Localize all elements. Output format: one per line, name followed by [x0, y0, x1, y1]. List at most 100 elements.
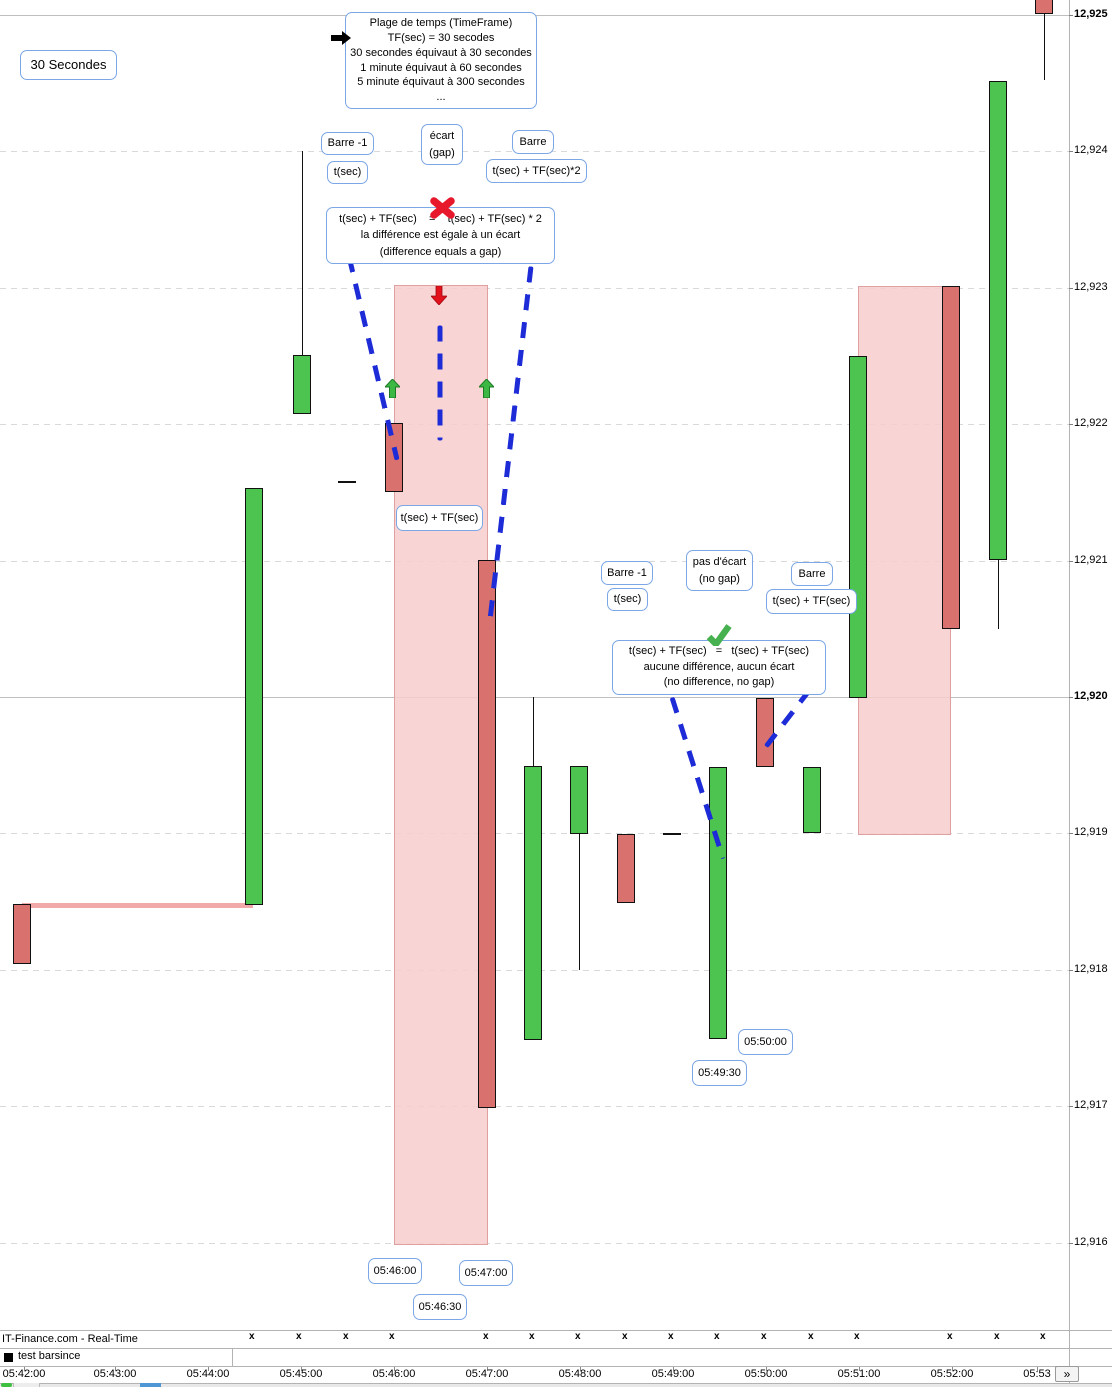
- time-axis-top-line: [0, 1366, 1112, 1367]
- gap-highlight-band: [394, 285, 488, 1245]
- ecart-gap[interactable]: écart (gap): [421, 124, 463, 165]
- time-axis-label[interactable]: 05:48:00: [558, 1368, 602, 1380]
- price-axis-label[interactable]: 12,921: [1074, 554, 1108, 566]
- tsec-right-text: t(sec): [613, 593, 642, 605]
- watermark: IT-Finance.com - Real-Time: [2, 1333, 138, 1345]
- time-axis-label[interactable]: 05:50:00: [744, 1368, 788, 1380]
- price-axis-label[interactable]: 12,923: [1074, 281, 1108, 293]
- time-box-054930[interactable]: 05:49:30: [692, 1060, 747, 1086]
- green-check-icon[interactable]: [706, 624, 732, 649]
- time-axis-label[interactable]: 05:53: [1023, 1368, 1051, 1380]
- candle-green: [803, 767, 821, 833]
- dashed-pointer-line[interactable]: [486, 265, 534, 629]
- candle-green: [293, 355, 311, 414]
- indicator-x-mark: x: [761, 1331, 767, 1342]
- barre-left[interactable]: Barre: [512, 130, 554, 154]
- time-axis-tick: [301, 1367, 302, 1371]
- gap-explain[interactable]: t(sec) + TF(sec) = t(sec) + TF(sec) * 2 l…: [326, 207, 555, 264]
- price-axis-label[interactable]: 12,919: [1074, 826, 1108, 838]
- price-gridline-12,923: [0, 288, 1069, 289]
- time-axis-label[interactable]: 05:47:00: [465, 1368, 509, 1380]
- price-axis-label[interactable]: 12,925: [1074, 8, 1108, 20]
- pas-decart-text: (no gap): [699, 572, 740, 585]
- timeframe-selector[interactable]: 30 Secondes: [20, 50, 117, 80]
- tsec-tf2[interactable]: t(sec) + TF(sec)*2: [486, 159, 587, 183]
- indicator-x-mark: x: [622, 1331, 628, 1342]
- time-axis-label[interactable]: 05:49:00: [651, 1368, 695, 1380]
- price-axis-tick: [1069, 970, 1073, 971]
- gap-highlight-band: [858, 286, 951, 835]
- price-axis-label[interactable]: 12,916: [1074, 1236, 1108, 1248]
- tsec-tf-mid[interactable]: t(sec) + TF(sec): [396, 505, 483, 531]
- pas-decart-text: pas d'écart: [692, 556, 747, 568]
- indicator-x-mark: x: [714, 1331, 720, 1342]
- dashed-pointer-line[interactable]: [346, 255, 400, 460]
- pas-decart[interactable]: pas d'écart (no gap): [686, 550, 753, 591]
- price-gridline-12,916: [0, 1243, 1069, 1244]
- price-axis-tick: [1069, 151, 1073, 152]
- timeframe-note[interactable]: Plage de temps (TimeFrame) TF(sec) = 30 s…: [345, 12, 537, 109]
- up-arrow-icon[interactable]: [477, 378, 496, 399]
- right-arrow-icon[interactable]: [331, 31, 351, 45]
- candle-green: [989, 81, 1007, 560]
- time-axis-label[interactable]: 05:52:00: [930, 1368, 974, 1380]
- time-box-054630[interactable]: 05:46:30: [413, 1294, 467, 1320]
- time-axis-label[interactable]: 05:44:00: [186, 1368, 230, 1380]
- indicator-x-mark: x: [575, 1331, 581, 1342]
- indicator-x-mark: x: [389, 1331, 395, 1342]
- timeframe-selector-text: 30 Secondes: [30, 57, 107, 72]
- time-axis-label[interactable]: 05:43:00: [93, 1368, 137, 1380]
- time-axis-more-button[interactable]: »: [1055, 1366, 1079, 1382]
- candle-red: [756, 698, 774, 767]
- time-axis-label[interactable]: 05:46:00: [372, 1368, 416, 1380]
- timeframe-note-text: 5 minute équivaut à 300 secondes: [357, 76, 525, 89]
- red-cross-icon[interactable]: [429, 196, 456, 220]
- time-axis-tick: [673, 1367, 674, 1371]
- timeframe-note-text: 30 secondes équivaut à 30 secondes: [350, 46, 532, 59]
- gap-strip: [22, 903, 253, 908]
- candle-green: [570, 766, 588, 834]
- time-axis-label[interactable]: 05:45:00: [279, 1368, 323, 1380]
- up-arrow-icon[interactable]: [383, 378, 402, 399]
- candle-red: [617, 834, 635, 903]
- timeframe-note-text: TF(sec) = 30 secodes: [387, 31, 495, 44]
- bottom-scrollbar[interactable]: [0, 1384, 1112, 1387]
- price-axis-tick: [1069, 288, 1073, 289]
- time-axis-tick: [580, 1367, 581, 1371]
- time-box-054600[interactable]: 05:46:00: [368, 1258, 422, 1284]
- tsec-right[interactable]: t(sec): [607, 588, 648, 611]
- time-box-055000[interactable]: 05:50:00: [738, 1029, 793, 1055]
- time-axis-label[interactable]: 05:51:00: [837, 1368, 881, 1380]
- indicator-x-mark: x: [808, 1331, 814, 1342]
- price-axis-label[interactable]: 12,922: [1074, 417, 1108, 429]
- barre-right-text: Barre: [798, 568, 826, 580]
- barre-minus1-right[interactable]: Barre -1: [601, 561, 653, 585]
- price-axis-label[interactable]: 12,920: [1074, 690, 1108, 702]
- time-box-054600-text: 05:46:00: [373, 1265, 417, 1277]
- candle-red: [478, 560, 496, 1108]
- timeframe-note-text: Plage de temps (TimeFrame): [369, 17, 513, 30]
- barre-minus1-left-text: Barre -1: [327, 137, 368, 149]
- ecart-gap-text: (gap): [429, 146, 455, 159]
- no-gap-explain[interactable]: t(sec) + TF(sec) = t(sec) + TF(sec) aucun…: [612, 640, 826, 695]
- bottom-scrollbar-thumb[interactable]: [140, 1383, 161, 1387]
- legend-cell[interactable]: test barsince: [0, 1349, 233, 1366]
- indicator-x-mark: x: [529, 1331, 535, 1342]
- barre-right[interactable]: Barre: [791, 562, 833, 586]
- price-axis-label[interactable]: 12,924: [1074, 144, 1108, 156]
- barre-minus1-left[interactable]: Barre -1: [321, 132, 374, 155]
- price-axis-label[interactable]: 12,917: [1074, 1099, 1108, 1111]
- time-axis-tick: [766, 1367, 767, 1371]
- candle-wick: [1044, 14, 1045, 80]
- time-box-054700[interactable]: 05:47:00: [459, 1260, 513, 1286]
- down-arrow-icon[interactable]: [430, 285, 448, 306]
- tsec-tf-right[interactable]: t(sec) + TF(sec): [766, 589, 857, 614]
- dashed-pointer-line[interactable]: [437, 325, 443, 440]
- tsec-left[interactable]: t(sec): [327, 161, 368, 184]
- bottom-scrollbar-left-button[interactable]: [1, 1383, 12, 1387]
- price-axis-label[interactable]: 12,918: [1074, 963, 1108, 975]
- time-axis-label[interactable]: 05:42:00: [2, 1368, 46, 1380]
- ecart-gap-text: écart: [429, 130, 455, 142]
- candle-red: [1035, 0, 1053, 14]
- time-axis-tick: [859, 1367, 860, 1371]
